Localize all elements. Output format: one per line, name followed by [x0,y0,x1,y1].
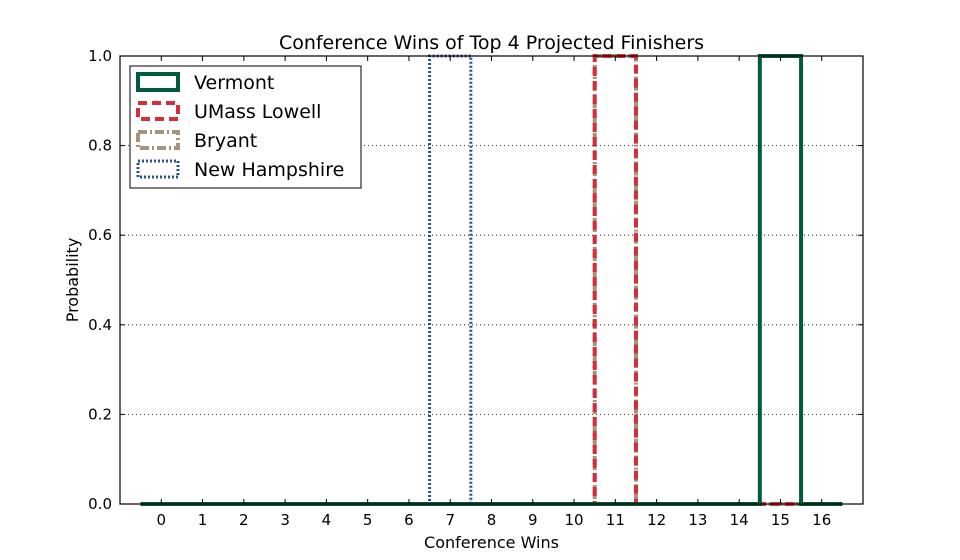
x-tick-label: 13 [688,511,707,529]
legend-label: New Hampshire [194,159,344,181]
x-tick-label: 7 [445,511,455,529]
x-tick-label: 14 [730,511,749,529]
x-tick-label: 8 [487,511,497,529]
legend-swatch [136,130,180,150]
legend-label: Bryant [194,130,257,152]
legend-box [129,65,362,189]
legend-entry: UMass Lowell [136,101,321,123]
legend-label: UMass Lowell [194,101,321,123]
x-tick-label: 9 [528,511,538,529]
x-tick-label: 11 [606,511,625,529]
legend: Vermont UMass Lowell Bryant New Hampshire [129,65,362,189]
chart-title: Conference Wins of Top 4 Projected Finis… [279,32,704,54]
x-axis-title: Conference Wins [424,533,559,552]
x-tick-label: 5 [363,511,373,529]
legend-entry: Bryant [136,130,257,152]
y-tick-label: 0.0 [88,495,112,513]
y-tick-label: 0.8 [88,137,112,155]
ticks-layer: 0 1 2 3 4 5 6 7 8 9 10 11 12 13 14 15 160.00.20.40.60.81… [88,47,863,529]
legend-swatch [136,72,180,92]
legend-entries: Vermont UMass Lowell Bryant New Hampshire [136,72,344,181]
x-tick-label: 0 [157,511,167,529]
legend-entry: Vermont [136,72,274,94]
x-tick-label: 10 [565,511,584,529]
x-tick-label: 12 [647,511,666,529]
y-tick-label: 0.6 [88,226,112,244]
y-axis-title: Probability [63,238,82,323]
y-tick-label: 0.4 [88,316,112,334]
x-tick-label: 3 [280,511,290,529]
legend-entry: New Hampshire [136,159,344,181]
x-tick-label: 1 [198,511,208,529]
y-tick-label: 0.2 [88,405,112,423]
legend-swatch [136,101,180,121]
x-tick-label: 2 [239,511,249,529]
x-tick-label: 16 [812,511,831,529]
x-tick-label: 4 [322,511,332,529]
legend-label: Vermont [194,72,274,94]
legend-swatch [136,159,180,179]
x-tick-label: 15 [771,511,790,529]
y-tick-label: 1.0 [88,47,112,65]
x-tick-label: 6 [404,511,414,529]
